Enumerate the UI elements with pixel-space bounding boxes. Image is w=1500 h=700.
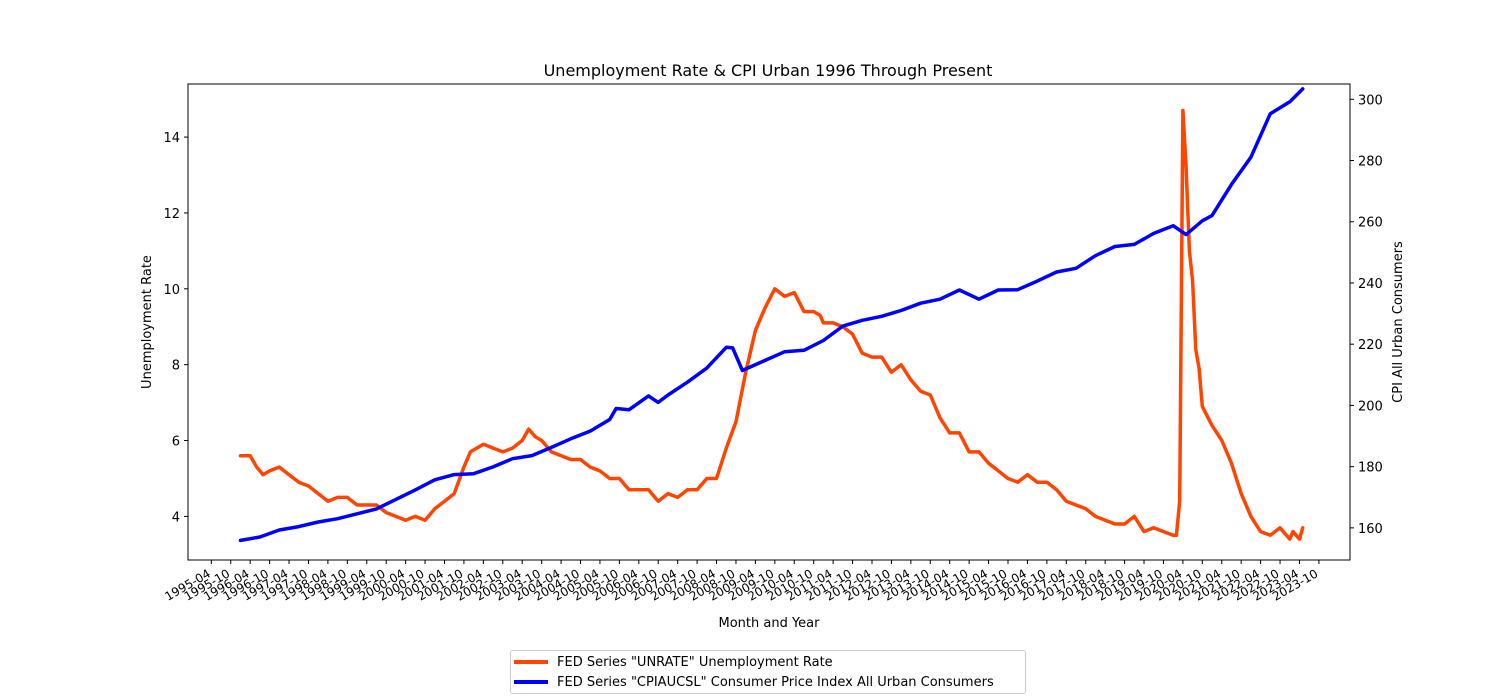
right-y-tick-label: 240 <box>1358 277 1383 292</box>
right-y-tick-label: 300 <box>1358 93 1383 108</box>
right-y-tick-label: 200 <box>1358 399 1383 414</box>
legend-label-unrate: FED Series "UNRATE" Unemployment Rate <box>557 654 833 670</box>
unemployment-rate-line <box>238 108 1305 541</box>
left-y-tick-label: 6 <box>172 435 180 450</box>
left-y-axis: 4 6 8 10 12 14 <box>163 131 188 525</box>
left-y-tick-label: 8 <box>172 359 180 374</box>
plot-frame <box>187 83 1351 561</box>
left-y-tick-label: 12 <box>163 207 180 222</box>
legend-item-unrate: FED Series "UNRATE" Unemployment Rate <box>511 652 833 672</box>
right-y-tick-label: 260 <box>1358 216 1383 231</box>
right-y-axis: 160 180 200 220 240 260 280 300 <box>1350 93 1383 537</box>
legend-swatch-unrate <box>514 660 548 664</box>
left-y-tick-label: 14 <box>163 131 180 146</box>
right-y-tick-label: 280 <box>1358 155 1383 170</box>
legend-label-cpi: FED Series "CPIAUCSL" Consumer Price Ind… <box>557 674 994 690</box>
y-axis-right-label: CPI All Urban Consumers <box>1391 241 1406 403</box>
series-layer <box>238 87 1305 543</box>
legend-item-cpi: FED Series "CPIAUCSL" Consumer Price Ind… <box>511 672 994 692</box>
cpi-line <box>238 87 1305 543</box>
legend: FED Series "UNRATE" Unemployment Rate FE… <box>510 650 1026 694</box>
x-axis: 1995-041995-101996-041996-101997-041997-… <box>162 560 1320 604</box>
left-y-tick-label: 4 <box>172 510 180 525</box>
right-y-tick-label: 220 <box>1358 338 1383 353</box>
right-y-tick-label: 160 <box>1358 522 1383 537</box>
legend-swatch-cpi <box>514 680 548 684</box>
right-y-tick-label: 180 <box>1358 461 1383 476</box>
x-axis-label: Month and Year <box>719 616 821 631</box>
chart-title: Unemployment Rate & CPI Urban 1996 Throu… <box>544 61 993 80</box>
left-y-tick-label: 10 <box>163 283 180 298</box>
y-axis-left-label: Unemployment Rate <box>140 255 155 389</box>
